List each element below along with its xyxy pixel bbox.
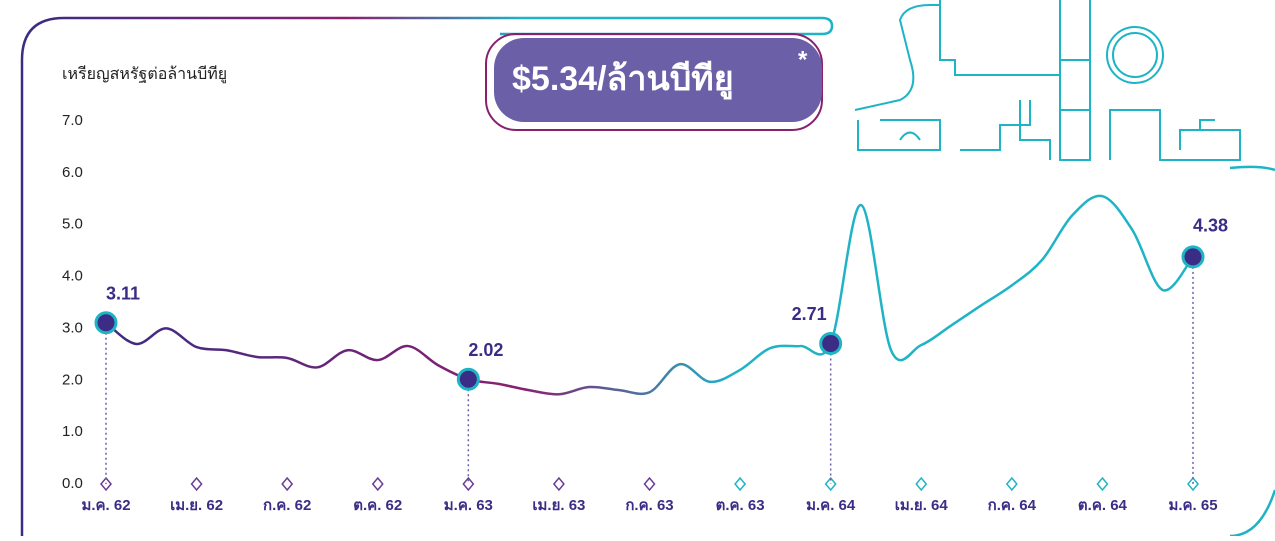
x-tick-label: เม.ย. 62 <box>170 497 223 514</box>
y-axis-title: เหรียญสหรัฐต่อล้านบีทียู <box>62 65 227 84</box>
x-tick-label: ต.ค. 62 <box>353 497 402 514</box>
y-tick-label: 6.0 <box>62 164 83 181</box>
x-tick-label: ม.ค. 63 <box>444 497 493 514</box>
y-tick-label: 7.0 <box>62 112 83 129</box>
x-tick-label: เม.ย. 64 <box>895 497 949 514</box>
x-tick-label: เม.ย. 63 <box>532 497 585 514</box>
annotation: $5.34/ล้านบีทียู <box>512 60 734 100</box>
line <box>105 194 1194 396</box>
highlight-point <box>456 367 480 391</box>
y-tick-label: 2.0 <box>62 371 83 388</box>
x-tick-label: ต.ค. 63 <box>716 497 765 514</box>
x-tick-mark <box>371 476 384 492</box>
y-tick-label: 0.0 <box>62 475 83 492</box>
frame <box>20 16 834 536</box>
decoration <box>854 0 1241 161</box>
value-label: 2.02 <box>468 340 503 360</box>
x-tick-mark <box>190 476 203 492</box>
x-tick-mark <box>643 476 656 492</box>
badge <box>494 38 822 122</box>
highlight-point <box>94 311 118 335</box>
value-label: 4.38 <box>1193 216 1228 236</box>
x-tick-mark <box>734 476 747 492</box>
x-tick-label: ม.ค. 62 <box>81 497 130 514</box>
x-tick-mark <box>281 476 294 492</box>
x-tick-mark <box>1005 476 1018 492</box>
y-tick-label: 1.0 <box>62 423 83 440</box>
x-tick-label: ก.ค. 64 <box>988 497 1037 514</box>
highlight-point <box>819 331 843 355</box>
x-tick-mark <box>1187 476 1199 492</box>
x-tick-mark <box>1096 476 1109 492</box>
y-tick-label: 5.0 <box>62 216 83 233</box>
x-tick-label: ก.ค. 63 <box>625 497 673 514</box>
x-tick-label: ก.ค. 62 <box>263 497 311 514</box>
x-tick-mark <box>462 476 475 492</box>
x-tick-label: ม.ค. 64 <box>806 497 856 514</box>
y-tick-label: 3.0 <box>62 319 83 336</box>
x-tick-label: ต.ค. 64 <box>1078 497 1128 514</box>
value-label: 3.11 <box>106 283 140 303</box>
x-tick-mark <box>915 476 928 492</box>
y-tick-label: 4.0 <box>62 268 83 285</box>
highlight-point <box>1181 245 1205 269</box>
frame <box>1229 165 1275 538</box>
annotation-note: * <box>798 46 808 73</box>
x-tick-mark <box>552 476 565 492</box>
value-label: 2.71 <box>792 304 827 324</box>
x-tick-label: ม.ค. 65 <box>1168 497 1217 514</box>
